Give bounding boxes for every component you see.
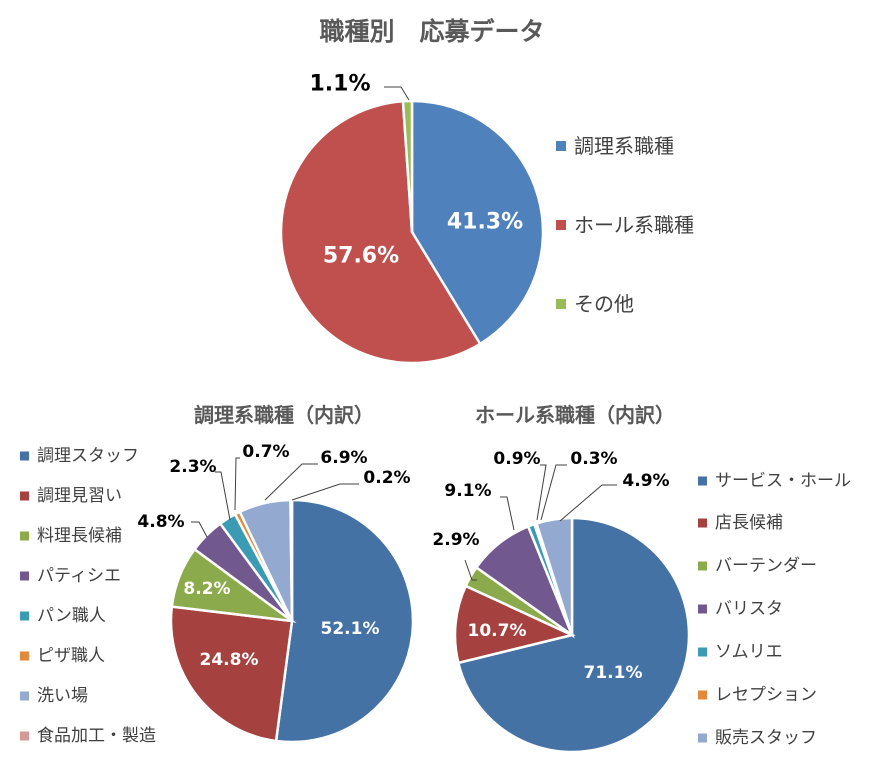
hall-slice-7 [534,516,574,636]
hall-data-label-1: 71.1% [584,663,643,683]
hall-pie-chart: ホール系職種（内訳） 71.1% 10.7% 2.9% 9.1%0.9% 0.3%4.9%… [432,403,851,754]
kitchen-legend-swatch-4 [20,571,29,581]
hall-legend-label-7: 販売スタッフ [715,728,817,748]
hall-legend-label-6: レセプション [715,685,817,705]
overall-legend-swatch-3 [556,299,566,309]
overall-legend-swatch-2 [556,220,566,230]
kitchen-data-label-2: 24.8% [200,650,259,670]
hall-data-label-6: 0.3% [570,449,617,469]
overall-slice-1 [410,99,545,346]
kitchen-pie-chart: 調理系職種（内訳） 52.1% 24.8% 8.2% 4.8% 2.3% 0.7% 6.9%0… [20,403,415,746]
hall-legend-swatch-7 [698,733,707,743]
overall-legend-label-3: その他 [574,292,634,316]
kitchen-legend-swatch-1 [20,451,29,461]
overall-legend-swatch-1 [556,141,566,151]
hall-slice-2 [453,584,576,665]
hall-chart-title: ホール系職種（内訳） [475,403,675,427]
hall-leader-line-5 [536,464,547,521]
hall-leader-line-7 [559,484,617,522]
kitchen-data-label-7: 6.9% [320,448,367,468]
kitchen-leader-line-7 [264,463,318,501]
kitchen-legend-label-4: パティシエ [37,566,121,586]
kitchen-data-label-3: 8.2% [183,579,230,599]
kitchen-legend-label-1: 調理スタッフ [37,446,139,466]
hall-leader-line-4 [500,496,515,531]
overall-data-label-3: 1.1% [309,72,370,97]
kitchen-leader-line-4 [191,521,208,538]
hall-legend-swatch-4 [698,604,707,614]
hall-legend-label-3: バーテンダー [715,556,817,576]
kitchen-legend-label-7: 洗い場 [37,686,88,706]
kitchen-legend-swatch-2 [20,491,29,501]
overall-legend-label-1: 調理系職種 [574,134,674,158]
kitchen-legend-label-2: 調理見習い [37,486,122,506]
hall-leader-line-3 [464,559,477,581]
hall-legend-swatch-3 [698,561,707,571]
hall-legend-label-2: 店長候補 [715,513,783,533]
kitchen-data-label-5: 2.3% [169,457,216,477]
kitchen-slice-2 [169,605,294,743]
kitchen-leader-line-6 [234,457,240,511]
hall-data-label-4: 9.1% [444,481,491,501]
hall-leader-line-6 [540,464,567,521]
kitchen-data-label-1: 52.1% [321,619,380,639]
kitchen-leader-line-5 [215,471,231,521]
kitchen-legend-label-3: 料理長候補 [37,526,122,546]
hall-legend-label-5: ソムリエ [715,642,783,662]
overall-slice-3 [401,99,414,233]
overall-legend-label-2: ホール系職種 [574,213,694,237]
kitchen-legend-swatch-5 [20,611,29,621]
kitchen-slice-8 [289,498,294,622]
kitchen-legend-swatch-7 [20,691,29,701]
kitchen-legend-label-8: 食品加工・製造 [37,726,156,746]
kitchen-legend-label-6: ピザ職人 [37,646,105,666]
hall-data-label-3: 2.9% [432,530,479,550]
kitchen-legend-swatch-8 [20,731,29,741]
hall-legend-swatch-5 [698,647,707,657]
hall-data-label-7: 4.9% [622,471,669,491]
kitchen-legend-swatch-6 [20,651,29,661]
hall-data-label-5: 0.9% [493,449,540,469]
hall-legend-swatch-2 [698,518,707,528]
overall-slice-2 [279,99,482,365]
kitchen-data-label-6: 0.7% [242,442,289,462]
hall-legend-swatch-1 [698,476,707,486]
hall-data-label-2: 10.7% [468,621,527,641]
overall-leader-line-3 [384,86,410,101]
kitchen-chart-title: 調理系職種（内訳） [194,403,374,427]
overall-data-label-1: 41.3% [447,210,523,235]
hall-legend-swatch-6 [698,690,707,700]
overall-chart-title: 職種別 応募データ [319,17,544,46]
hall-legend-label-1: サービス・ホール [715,471,851,491]
kitchen-data-label-8: 0.2% [363,468,410,488]
kitchen-legend-swatch-3 [20,531,29,541]
kitchen-leader-line-8 [291,483,359,501]
hall-legend-label-4: バリスタ [715,599,783,619]
kitchen-slice-1 [274,498,415,744]
kitchen-data-label-4: 4.8% [137,512,184,532]
kitchen-legend-label-5: パン職人 [37,606,106,626]
overall-data-label-2: 57.6% [323,244,399,269]
